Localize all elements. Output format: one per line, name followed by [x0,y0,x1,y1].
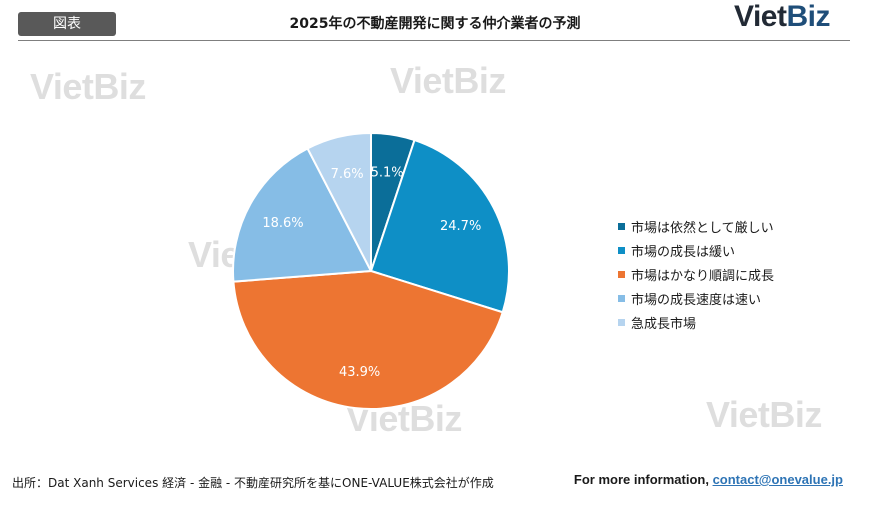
watermark: VietBiz [30,66,146,107]
legend-item: 市場の成長は緩い [618,238,838,262]
legend-item: 市場は依然として厳しい [618,214,838,238]
watermark: VietBiz [706,394,822,435]
legend-swatch [618,318,625,326]
pie-slice-4 [306,131,372,272]
logo-viet-text: Viet [734,0,787,33]
legend-swatch [618,270,625,278]
pie-data-label: 7.6% [331,167,364,182]
legend-item: 急成長市場 [618,310,838,334]
legend-label: 市場の成長は緩い [631,244,736,260]
contact-email-link[interactable]: contact@onevalue.jp [712,472,843,487]
legend-swatch [618,246,625,254]
legend-swatch [618,294,625,302]
contact-info: For more information, contact@onevalue.j… [574,472,843,487]
legend-label: 急成長市場 [631,316,697,332]
legend-item: 市場の成長速度は速い [618,286,838,310]
pie-slice-2 [232,269,504,410]
legend-label: 市場はかなり順調に成長 [631,268,775,284]
pie-data-label: 5.1% [371,166,404,181]
figure-badge: 図表 [18,12,116,36]
header-divider [18,40,850,41]
logo-biz-text: Biz [786,0,830,33]
pie-data-label: 24.7% [440,219,481,234]
pie-data-label: 43.9% [339,365,380,380]
vietbiz-logo: VietBiz [734,0,830,34]
legend-label: 市場の成長速度は速い [631,292,762,308]
source-note: 出所：Dat Xanh Services 経済 - 金融 - 不動産研究所を基に… [12,476,494,490]
chart-legend: 市場は依然として厳しい 市場の成長は緩い市場はかなり順調に成長 市場の成長速度は速い… [618,214,838,334]
pie-data-label: 18.6% [262,216,303,231]
legend-item: 市場はかなり順調に成長 [618,262,838,286]
legend-swatch [618,222,625,230]
chart-title: 2025年の不動産開発に関する仲介業者の予測 [289,16,581,32]
contact-label: For more information, [573,472,713,487]
legend-label: 市場は依然として厳しい [631,220,774,236]
pie-slice-3 [232,147,373,283]
pie-slice-1 [369,138,510,314]
watermark: VietBiz [390,60,506,101]
